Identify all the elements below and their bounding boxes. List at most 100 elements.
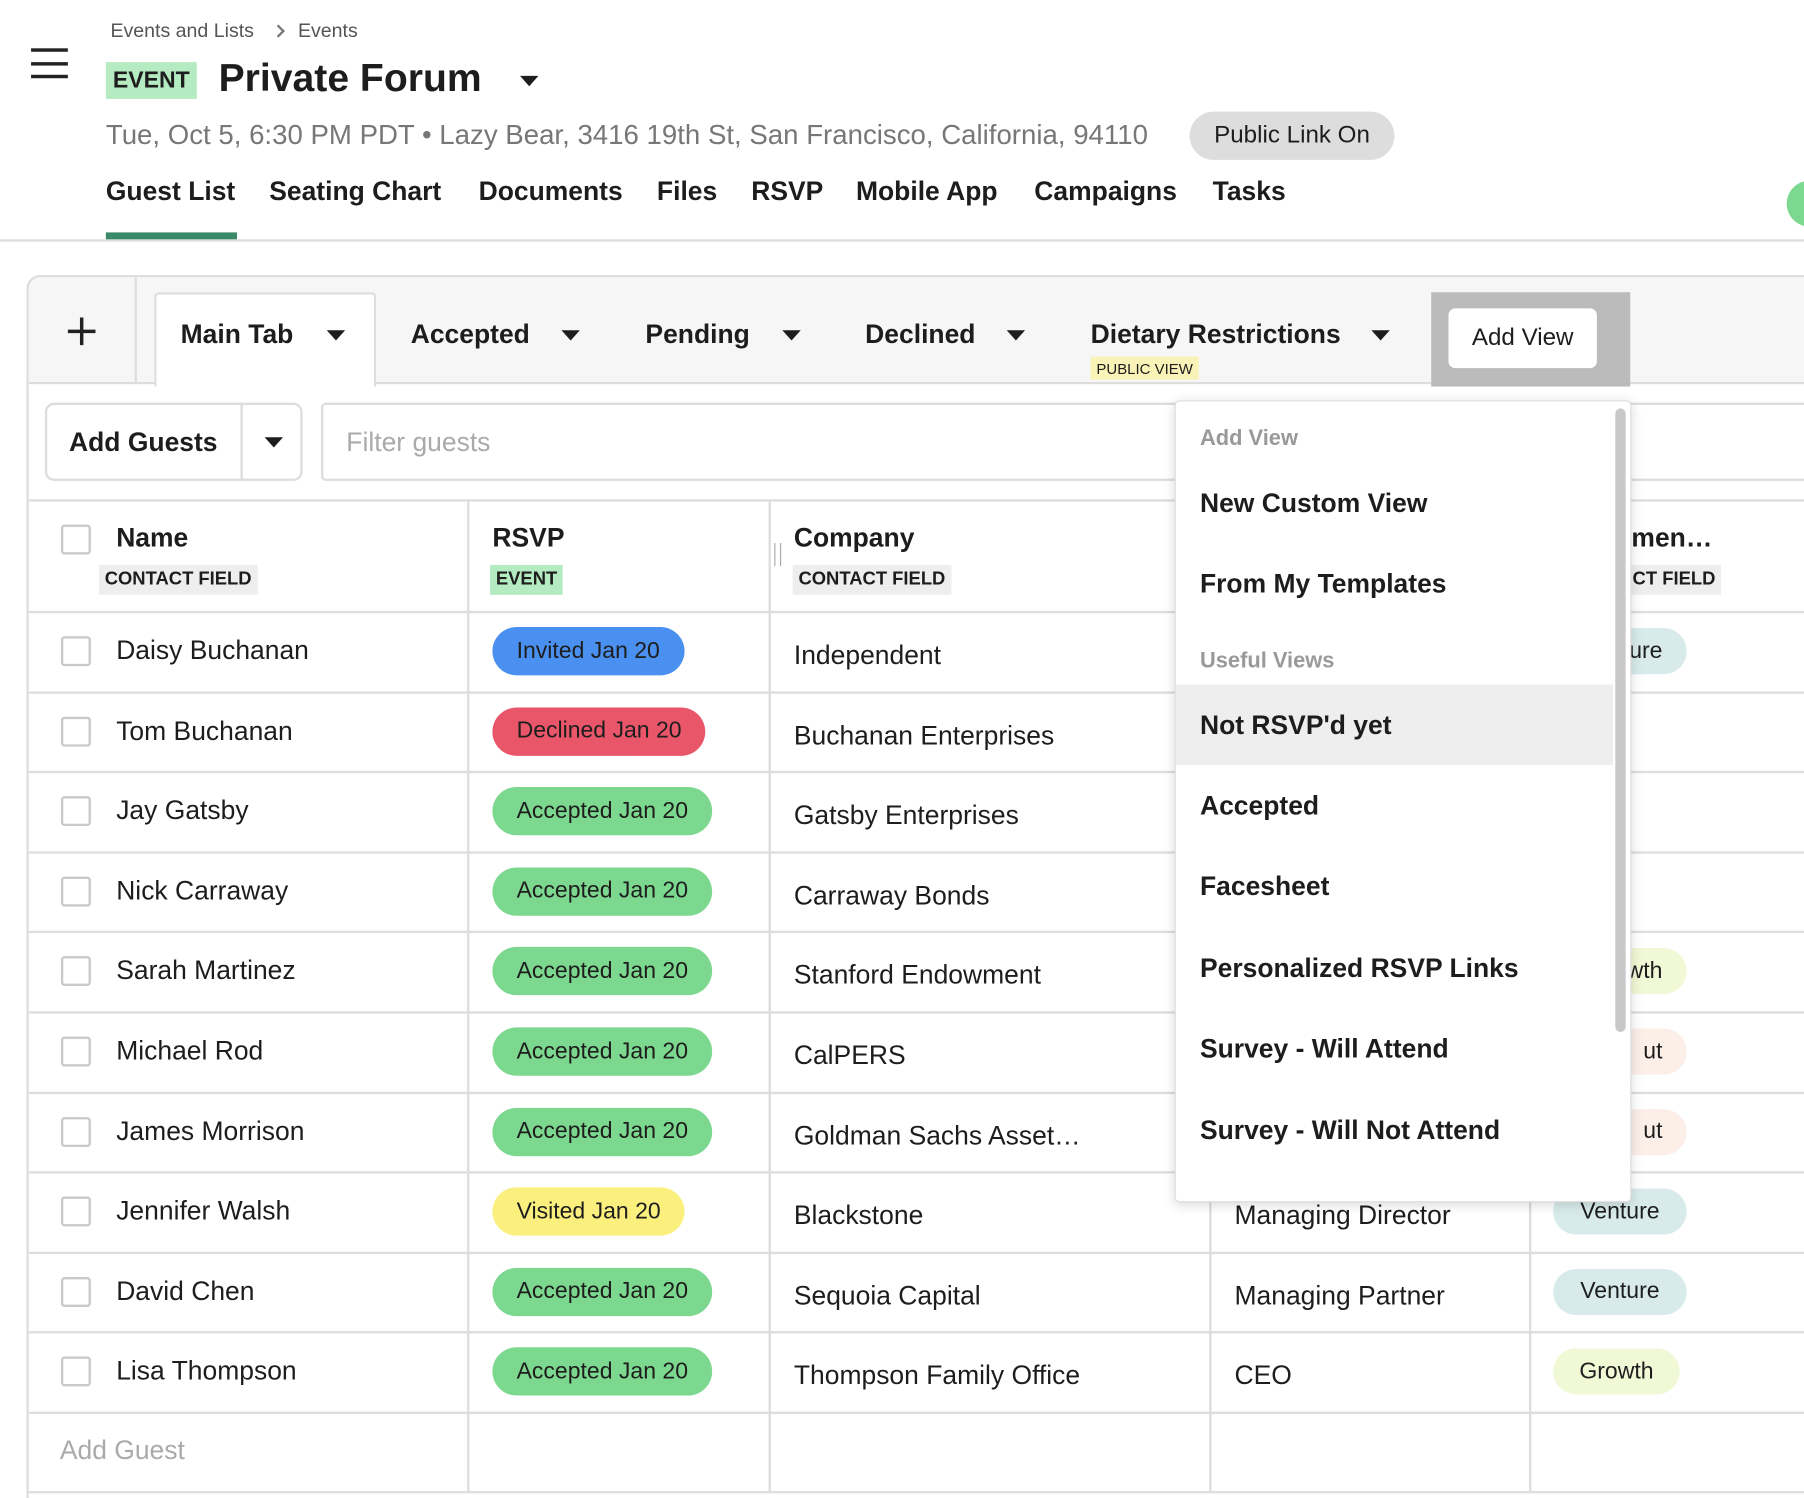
header-checkbox[interactable] xyxy=(60,524,91,555)
guest-name[interactable]: David Chen xyxy=(116,1275,255,1306)
view-tab[interactable]: Main Tab xyxy=(180,318,294,349)
dropdown-item[interactable]: Not RSVP'd yet xyxy=(1175,684,1614,766)
row-divider xyxy=(28,1091,1804,1094)
column-header[interactable]: Name xyxy=(116,522,189,553)
rsvp-pill[interactable]: Accepted Jan 20 xyxy=(492,867,713,916)
column-type-badge: CONTACT FIELD xyxy=(98,564,258,595)
row-checkbox[interactable] xyxy=(60,716,91,747)
guest-name[interactable]: James Morrison xyxy=(116,1115,305,1146)
row-checkbox[interactable] xyxy=(60,1196,91,1227)
nav-tab[interactable]: RSVP xyxy=(751,176,824,206)
add-guests-menu[interactable] xyxy=(264,437,284,448)
row-checkbox[interactable] xyxy=(60,1116,91,1147)
view-tab[interactable]: Pending xyxy=(645,318,750,349)
row-checkbox[interactable] xyxy=(60,796,91,827)
nav-tab[interactable]: Tasks xyxy=(1212,176,1286,206)
dropdown-item[interactable]: Personalized RSVP Links xyxy=(1199,952,1519,983)
row-checkbox[interactable] xyxy=(60,1356,91,1387)
dropdown-section: Useful Views xyxy=(1199,648,1335,674)
nav-tab[interactable]: Documents xyxy=(478,176,623,206)
add-guests-button[interactable]: Add Guests xyxy=(44,402,303,481)
event-title: Private Forum xyxy=(218,56,482,101)
dropdown-heading: Add View xyxy=(1199,426,1298,451)
row-divider xyxy=(28,1251,1804,1254)
view-tab-menu[interactable] xyxy=(561,330,580,341)
guest-name[interactable]: Michael Rod xyxy=(116,1035,264,1066)
column-header[interactable]: Company xyxy=(793,522,915,553)
dropdown-item[interactable]: Facesheet xyxy=(1199,871,1330,902)
view-tab[interactable]: Declined xyxy=(865,318,976,349)
nav-tab[interactable]: Files xyxy=(656,176,718,206)
row-divider xyxy=(28,851,1804,854)
guest-name[interactable]: Jay Gatsby xyxy=(116,795,249,826)
row-divider xyxy=(28,690,1804,694)
row-checkbox[interactable] xyxy=(60,636,91,667)
public-link-pill[interactable]: Public Link On xyxy=(1189,111,1395,160)
add-tab-button[interactable] xyxy=(29,277,137,385)
dropdown-item[interactable]: New Custom View xyxy=(1199,487,1428,518)
row-checkbox[interactable] xyxy=(60,1036,91,1067)
company: CalPERS xyxy=(793,1040,906,1070)
dropdown-item[interactable]: Accepted xyxy=(1199,790,1320,821)
nav-tab-underline xyxy=(105,232,238,240)
dropdown-item[interactable]: Survey - Will Attend xyxy=(1199,1033,1449,1064)
company: Goldman Sachs Asset… xyxy=(793,1120,1081,1151)
nav-tab[interactable]: Guest List xyxy=(105,176,236,206)
company: Carraway Bonds xyxy=(793,879,990,910)
view-tab-menu[interactable] xyxy=(326,330,346,341)
guest-name[interactable]: Sarah Martinez xyxy=(116,955,296,986)
rsvp-pill[interactable]: Declined Jan 20 xyxy=(492,707,706,756)
column-header[interactable]: RSVP xyxy=(492,522,565,553)
column-header[interactable]: men… xyxy=(1631,522,1713,553)
row-checkbox[interactable] xyxy=(60,876,91,907)
company: Buchanan Enterprises xyxy=(793,719,1055,750)
breadcrumb-item[interactable]: Events xyxy=(297,19,358,42)
add-guest-row[interactable]: Add Guest xyxy=(59,1434,185,1465)
company: Thompson Family Office xyxy=(793,1360,1081,1391)
nav-tab[interactable]: Seating Chart xyxy=(269,176,442,206)
row-checkbox[interactable] xyxy=(60,956,91,987)
rsvp-pill[interactable]: Accepted Jan 20 xyxy=(492,947,713,996)
tag-pill: Venture xyxy=(1553,1268,1687,1315)
row-checkbox[interactable] xyxy=(60,1276,91,1307)
row-divider xyxy=(28,1011,1804,1014)
title-dropdown[interactable] xyxy=(520,75,539,87)
view-tab[interactable]: Accepted xyxy=(410,318,530,349)
job-title: CEO xyxy=(1234,1360,1292,1391)
avatar[interactable] xyxy=(1786,180,1804,227)
company: Blackstone xyxy=(793,1200,924,1231)
nav-tab[interactable]: Campaigns xyxy=(1034,176,1177,206)
guest-name[interactable]: Lisa Thompson xyxy=(116,1355,297,1386)
menu-bar xyxy=(31,62,68,66)
nav-tab[interactable]: Mobile App xyxy=(855,176,998,206)
guest-name[interactable]: Tom Buchanan xyxy=(116,715,293,746)
job-title: Managing Partner xyxy=(1234,1280,1445,1311)
rsvp-pill[interactable]: Accepted Jan 20 xyxy=(492,1347,713,1397)
rsvp-pill[interactable]: Visited Jan 20 xyxy=(492,1187,685,1236)
rsvp-pill[interactable]: Accepted Jan 20 xyxy=(492,787,713,836)
column-divider xyxy=(467,499,470,1492)
view-tab-menu[interactable] xyxy=(1371,330,1390,341)
column-divider xyxy=(768,499,771,1492)
guest-name[interactable]: Nick Carraway xyxy=(116,875,289,906)
dropdown-item[interactable]: Survey - Will Not Attend xyxy=(1199,1114,1501,1145)
filter-input[interactable]: Filter guests xyxy=(320,402,1804,481)
view-tab-menu[interactable] xyxy=(1006,330,1026,341)
view-tab-menu[interactable] xyxy=(782,330,801,341)
row-divider xyxy=(28,1331,1804,1334)
column-resize-handle[interactable] xyxy=(774,543,782,567)
rsvp-pill[interactable]: Accepted Jan 20 xyxy=(492,1267,713,1316)
rsvp-pill[interactable]: Accepted Jan 20 xyxy=(492,1107,713,1156)
rsvp-pill[interactable]: Invited Jan 20 xyxy=(492,627,685,676)
menu-button[interactable] xyxy=(31,48,68,79)
column-type-badge: CT FIELD xyxy=(1626,564,1722,595)
dropdown-item[interactable]: From My Templates xyxy=(1199,568,1447,599)
guest-name[interactable]: Daisy Buchanan xyxy=(116,635,309,665)
guest-name[interactable]: Jennifer Walsh xyxy=(116,1195,291,1226)
view-tab[interactable]: Dietary Restrictions xyxy=(1090,318,1341,349)
event-badge: EVENT xyxy=(105,62,197,99)
breadcrumb-item[interactable]: Events and Lists xyxy=(110,19,254,42)
add-view-button[interactable]: Add View xyxy=(1448,308,1597,369)
rsvp-pill[interactable]: Accepted Jan 20 xyxy=(492,1027,713,1076)
